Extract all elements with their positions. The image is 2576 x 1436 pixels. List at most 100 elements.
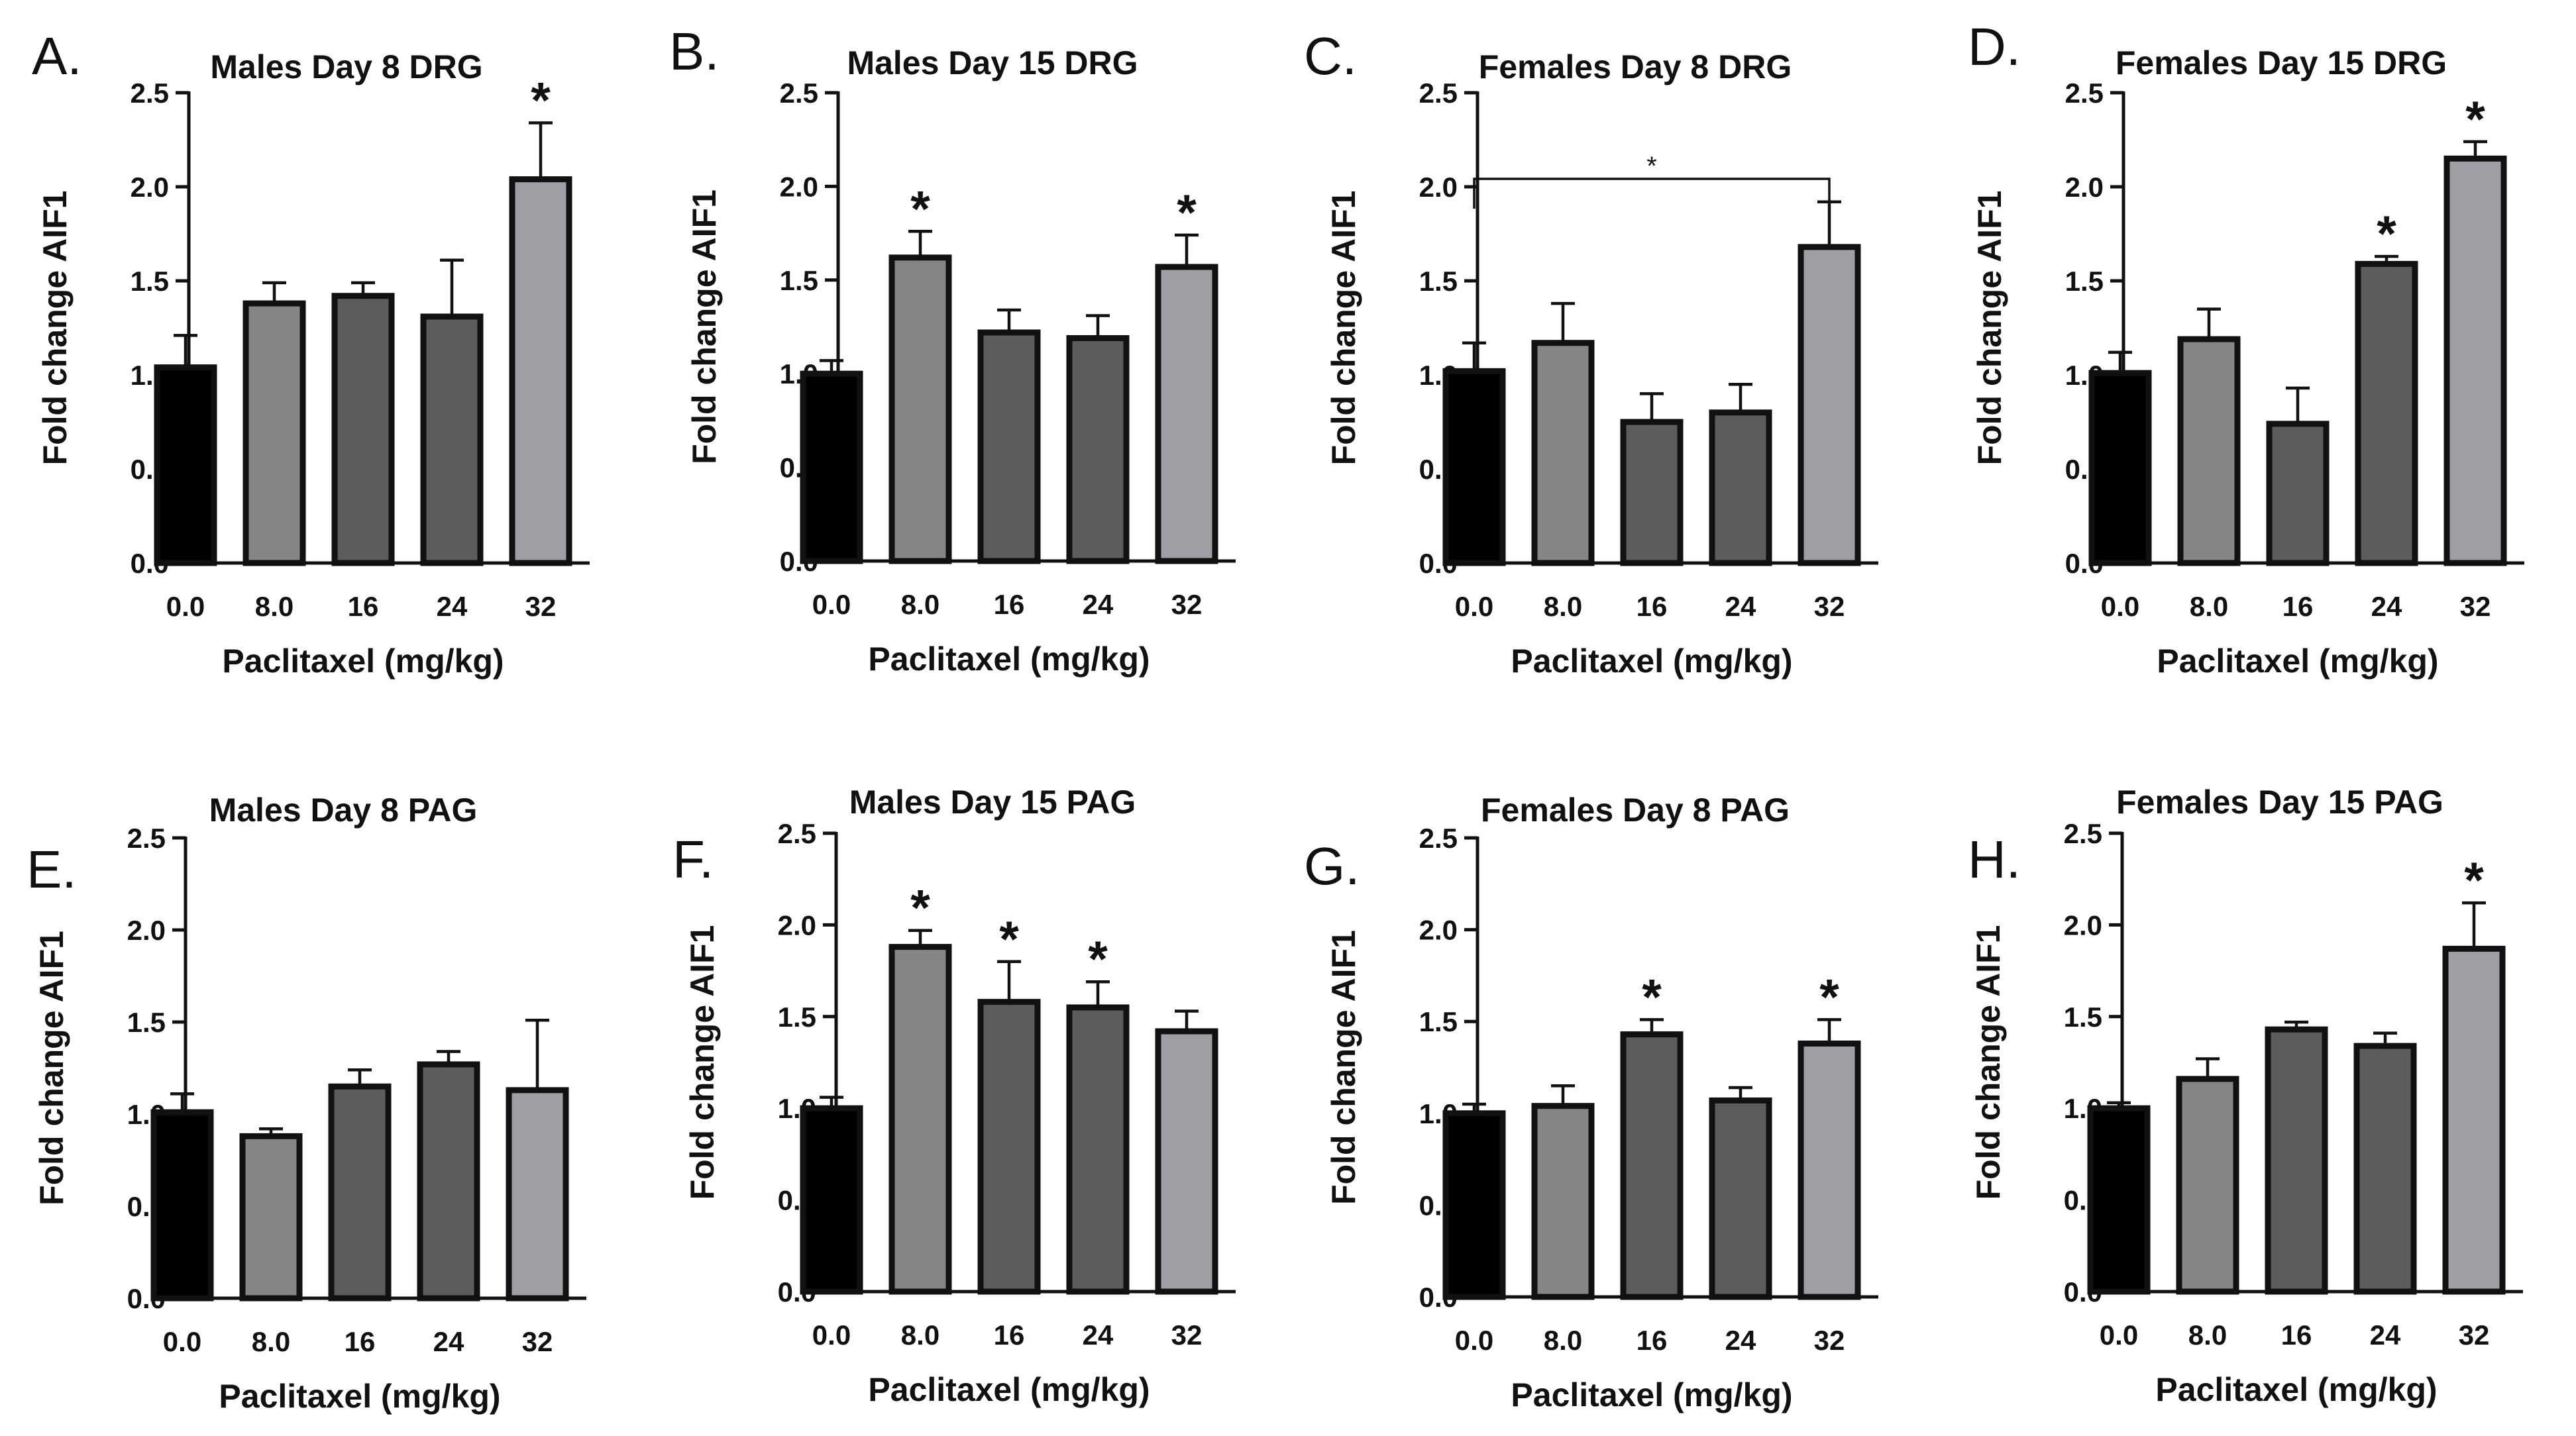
x-axis-label: Paclitaxel (mg/kg)	[868, 1371, 1150, 1408]
x-tick-label: 24	[2370, 1319, 2401, 1351]
significance-star: *	[999, 911, 1019, 968]
x-axis-label: Paclitaxel (mg/kg)	[2155, 1371, 2437, 1408]
significance-star: *	[1642, 969, 1662, 1025]
significance-star: *	[2377, 206, 2396, 262]
y-axis-label: Fold change AIF1	[1971, 191, 2008, 466]
bar-32	[2443, 155, 2507, 566]
significance-star: *	[2465, 91, 2485, 148]
x-tick-label: 24	[1725, 591, 1756, 622]
x-tick-label: 32	[1171, 1319, 1203, 1351]
bar-32	[506, 1087, 569, 1302]
chart-panel-2: B. Males Day 15 DRG0.00.51.01.52.02.5Fold…	[669, 22, 1236, 678]
y-tick-label: 2.0	[127, 915, 166, 946]
chart-title: Females Day 8 DRG	[1479, 48, 1792, 85]
bar-32	[509, 176, 572, 566]
x-tick-label: 8.0	[1544, 591, 1582, 622]
x-tick-label: 24	[2371, 591, 2402, 622]
x-tick-label: 8.0	[901, 1319, 939, 1351]
x-tick-label: 16	[1637, 1325, 1668, 1356]
x-tick-label: 8.0	[1544, 1325, 1582, 1356]
bar-24	[2355, 260, 2418, 566]
x-tick-label: 16	[2281, 1319, 2312, 1351]
x-tick-label: 0.0	[2100, 1319, 2138, 1351]
bar-24	[1066, 334, 1130, 564]
y-axis-label: Fold change AIF1	[1325, 930, 1362, 1205]
x-tick-label: 0.0	[2101, 591, 2139, 622]
x-axis-label: Paclitaxel (mg/kg)	[2157, 642, 2438, 680]
x-tick-label: 0.0	[1455, 591, 1493, 622]
panel-letter: H.	[1968, 830, 2021, 889]
bar-16	[1620, 419, 1684, 566]
chart-title: Males Day 15 PAG	[849, 784, 1136, 821]
x-tick-label: 8.0	[2188, 1319, 2227, 1351]
panel-letter: G.	[1304, 837, 1360, 896]
x-tick-label: 32	[1814, 1325, 1845, 1356]
x-tick-label: 32	[2459, 1319, 2490, 1351]
chart-title: Males Day 8 DRG	[210, 48, 482, 85]
y-tick-label: 1.5	[2064, 1001, 2102, 1033]
x-tick-label: 24	[433, 1326, 464, 1357]
bar-32	[1798, 1040, 1861, 1300]
panel-letter: C.	[1304, 26, 1357, 85]
bar-0.0	[150, 1109, 214, 1302]
bar-32	[2442, 945, 2506, 1295]
y-axis-label: Fold change AIF1	[684, 925, 721, 1200]
chart-panel-6: F.Males Day 15 PAG0.00.51.01.52.02.5Fold…	[672, 784, 1236, 1408]
x-tick-label: 16	[348, 591, 379, 622]
y-tick-label: 2.5	[2064, 818, 2102, 849]
bar-32	[1798, 244, 1861, 566]
bar-8.0	[1531, 1103, 1595, 1300]
significance-star: *	[531, 72, 551, 128]
y-tick-label: 2.0	[131, 172, 169, 203]
y-axis-label: Fold change AIF1	[33, 931, 70, 1205]
bar-0.0	[800, 1105, 863, 1295]
y-tick-label: 1.5	[1419, 266, 1458, 297]
x-tick-label: 8.0	[255, 591, 294, 622]
chart-title: Males Day 8 PAG	[209, 792, 478, 829]
y-tick-label: 2.5	[1419, 823, 1458, 854]
panel-letter: F.	[672, 830, 714, 889]
y-axis-label: Fold change AIF1	[686, 189, 723, 464]
chart-panel-3: C. Females Day 8 DRG0.00.51.01.52.02.5Fol…	[1304, 26, 1878, 680]
bar-8.0	[239, 1133, 303, 1302]
bar-8.0	[2177, 336, 2241, 566]
x-tick-label: 16	[994, 1319, 1025, 1351]
x-tick-label: 0.0	[1455, 1325, 1493, 1356]
bar-8.0	[888, 254, 952, 564]
significance-star: *	[910, 181, 930, 237]
bar-0.0	[1442, 368, 1506, 566]
x-tick-label: 16	[994, 589, 1025, 620]
x-tick-label: 24	[1083, 1319, 1114, 1351]
significance-star: *	[1819, 969, 1839, 1025]
x-tick-label: 24	[437, 591, 468, 622]
y-tick-label: 1.5	[780, 265, 818, 296]
bar-24	[417, 1061, 480, 1302]
bar-24	[1709, 409, 1772, 566]
y-tick-label: 2.5	[778, 818, 816, 849]
bar-0.0	[2087, 1105, 2151, 1295]
bar-32	[1155, 264, 1218, 564]
bar-8.0	[1531, 340, 1595, 566]
x-tick-label: 32	[2460, 591, 2491, 622]
bar-16	[977, 999, 1041, 1295]
bar-8.0	[888, 944, 952, 1295]
x-tick-label: 16	[2282, 591, 2314, 622]
panel-letter: B.	[669, 22, 720, 81]
x-tick-label: 24	[1083, 589, 1114, 620]
x-tick-label: 24	[1725, 1325, 1756, 1356]
x-tick-label: 16	[1637, 591, 1668, 622]
chart-panel-4: D. Females Day 15 DRG0.00.51.01.52.02.5Fo…	[1968, 17, 2524, 680]
chart-panel-8: H.Females Day 15 PAG0.00.51.01.52.02.5Fo…	[1968, 784, 2523, 1408]
x-tick-label: 0.0	[812, 589, 851, 620]
x-tick-label: 32	[522, 1326, 553, 1357]
bar-16	[2265, 1026, 2328, 1295]
x-axis-label: Paclitaxel (mg/kg)	[222, 642, 504, 680]
y-axis-label: Fold change AIF1	[1970, 925, 2007, 1200]
y-tick-label: 2.0	[2065, 172, 2104, 203]
chart-panel-5: E.Males Day 8 PAG0.00.51.01.52.02.5Fold …	[27, 792, 586, 1415]
y-axis-label: Fold change AIF1	[36, 191, 74, 466]
bar-0.0	[800, 370, 863, 564]
y-tick-label: 1.5	[1419, 1006, 1458, 1037]
x-axis-label: Paclitaxel (mg/kg)	[219, 1378, 500, 1415]
